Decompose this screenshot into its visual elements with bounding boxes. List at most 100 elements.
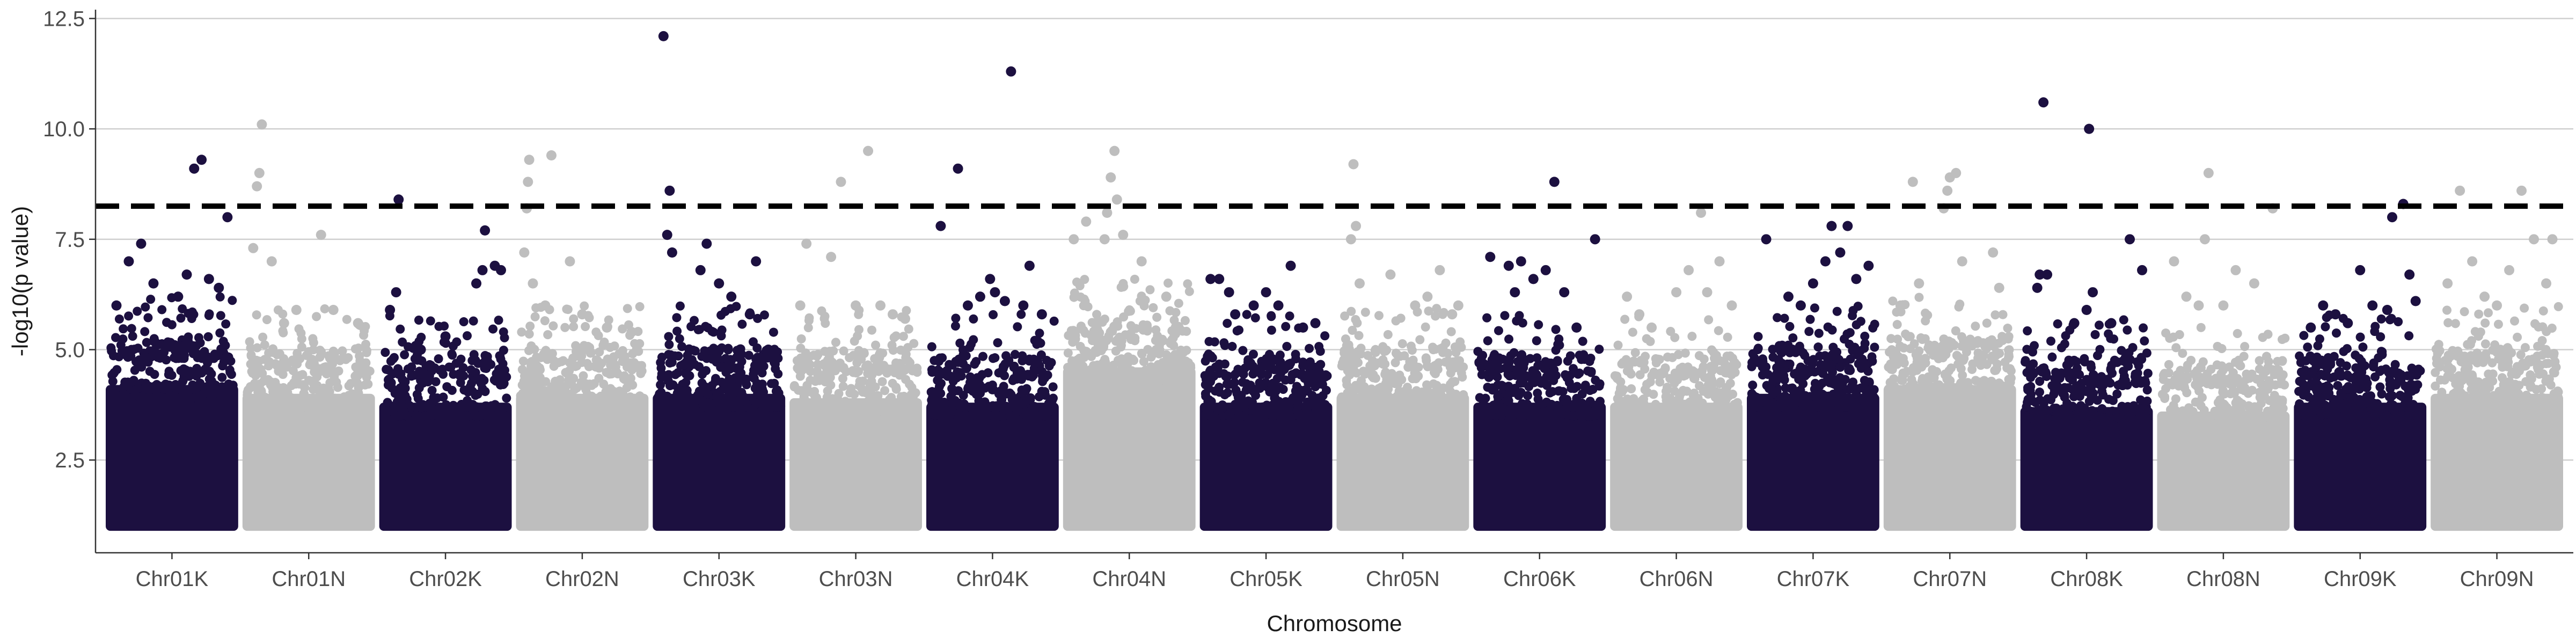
data-point	[1594, 381, 1604, 391]
data-point	[1363, 386, 1373, 396]
data-point-outlier	[714, 278, 724, 289]
data-point	[1430, 361, 1439, 371]
data-point	[339, 392, 349, 401]
data-point	[1723, 402, 1733, 412]
data-point	[902, 306, 911, 316]
data-point	[217, 372, 227, 382]
data-point-outlier	[136, 238, 147, 249]
data-point	[622, 383, 632, 393]
data-point	[483, 356, 493, 365]
data-point	[1563, 410, 1573, 420]
data-point	[1649, 390, 1658, 399]
data-point	[792, 402, 802, 412]
data-point	[1391, 358, 1400, 368]
data-point	[1986, 377, 1996, 386]
data-point-outlier	[1540, 265, 1551, 275]
data-point	[1311, 411, 1320, 421]
data-point	[2179, 374, 2189, 384]
data-point-outlier	[519, 247, 530, 258]
data-point	[789, 381, 799, 391]
data-point-outlier	[1696, 207, 1707, 218]
data-point-outlier	[266, 256, 277, 267]
data-point	[306, 358, 316, 368]
data-point	[1724, 390, 1734, 399]
data-point	[604, 315, 613, 325]
data-point	[2035, 377, 2045, 386]
data-point-outlier	[173, 291, 184, 302]
data-point	[1893, 334, 1902, 344]
data-point	[128, 332, 137, 341]
data-point	[965, 372, 975, 382]
data-point	[606, 360, 616, 370]
data-point	[1516, 358, 1526, 368]
data-point	[854, 325, 864, 334]
data-point-outlier	[2081, 304, 2092, 315]
data-point	[392, 397, 402, 407]
data-point	[1549, 370, 1558, 380]
data-point	[1816, 360, 1826, 369]
data-point-outlier	[2084, 123, 2095, 134]
data-point	[164, 370, 173, 379]
data-point	[942, 411, 952, 421]
data-point	[517, 365, 527, 375]
data-point	[693, 325, 703, 334]
data-point	[153, 353, 163, 362]
data-point	[1204, 408, 1214, 418]
data-point	[163, 337, 173, 347]
data-point	[717, 325, 727, 335]
data-point-outlier	[1714, 256, 1725, 267]
data-point	[854, 367, 863, 376]
data-point	[1913, 348, 1922, 358]
data-point	[2006, 377, 2015, 387]
data-point	[769, 327, 778, 337]
data-point	[2035, 387, 2044, 397]
data-point	[306, 394, 316, 404]
data-point	[1370, 397, 1379, 406]
data-point	[867, 325, 876, 335]
data-point	[1540, 364, 1549, 374]
data-point	[1422, 356, 1431, 365]
data-point	[1066, 376, 1075, 385]
data-point	[301, 400, 311, 409]
data-point	[1639, 357, 1649, 367]
data-point	[1637, 396, 1647, 405]
data-point	[1626, 411, 1636, 421]
data-point	[1517, 400, 1526, 409]
data-point	[2004, 332, 2014, 341]
data-point	[2160, 369, 2169, 378]
data-point	[130, 365, 140, 375]
data-point-outlier	[415, 345, 426, 355]
data-point	[1293, 408, 1303, 418]
data-point	[605, 342, 615, 352]
data-point	[1103, 367, 1113, 377]
data-point	[2037, 367, 2047, 377]
data-point	[796, 343, 806, 353]
data-point	[2186, 411, 2196, 420]
data-point	[1451, 356, 1461, 366]
data-point	[1814, 328, 1824, 338]
data-point	[1542, 380, 1552, 390]
dense-point-mass	[516, 393, 649, 531]
data-point-outlier	[1820, 256, 1831, 267]
data-point	[1375, 391, 1385, 400]
data-point	[825, 397, 835, 407]
data-point	[686, 322, 696, 332]
data-point-outlier	[203, 274, 214, 284]
data-point	[312, 312, 321, 321]
data-point	[1367, 371, 1377, 381]
data-point	[823, 407, 832, 416]
data-point	[1438, 348, 1448, 357]
data-point-outlier	[2203, 167, 2214, 178]
data-point-outlier	[962, 300, 973, 311]
data-point	[1731, 401, 1740, 411]
data-point	[1201, 389, 1210, 399]
data-point	[477, 410, 487, 420]
data-point	[500, 333, 509, 342]
data-point	[2237, 399, 2247, 409]
data-point-outlier	[900, 313, 911, 324]
data-point	[1805, 314, 1815, 324]
data-point	[1943, 382, 1952, 391]
data-point	[488, 324, 498, 334]
data-point	[927, 368, 937, 377]
data-point	[1087, 318, 1097, 327]
